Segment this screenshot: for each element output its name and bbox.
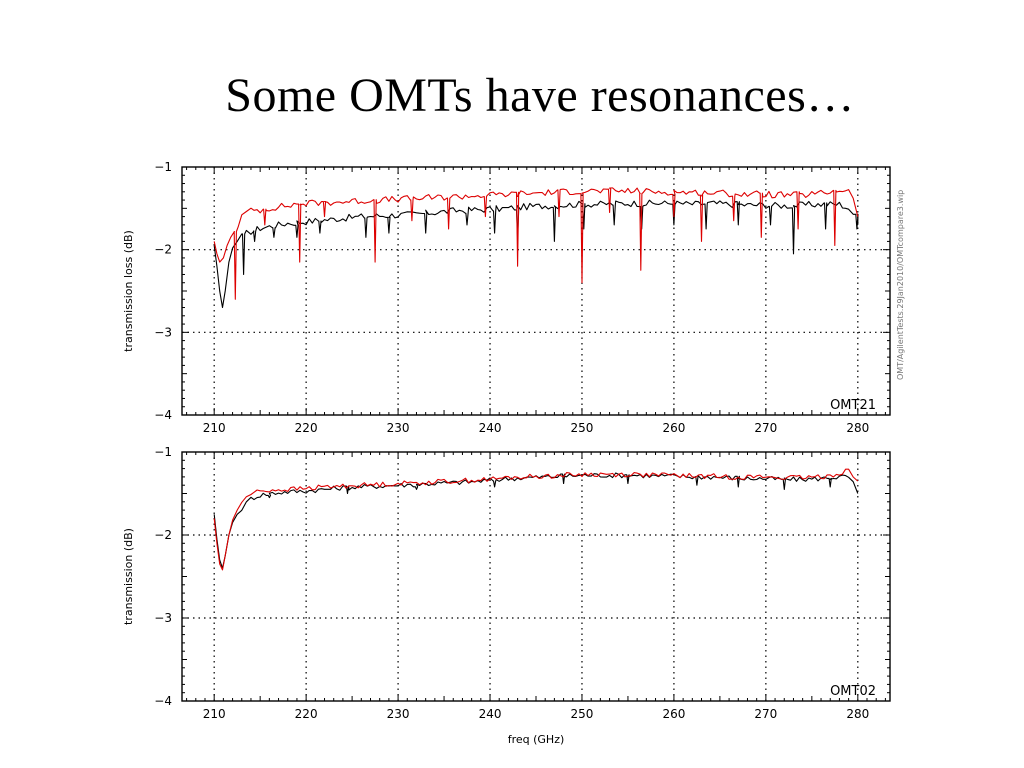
x-tick-label: 210: [203, 707, 226, 721]
series-line-black: [213, 472, 859, 569]
y-tick-label: −2: [154, 528, 172, 542]
y-tick-label: −3: [154, 325, 172, 339]
chart-panel-omt02: 210 220 230 240 250 260 270 280 −1 −2 −3 −4 OMT02 tra…: [122, 445, 891, 746]
slide-title: Some OMTs have resonances…: [225, 69, 855, 122]
x-axis-label: freq (GHz): [508, 733, 565, 746]
x-tick-label: 240: [479, 707, 502, 721]
chart-panel-omt21: 210 220 230 240 250 260 270 280 −1 −2 −3 −4 OMT21 tra…: [122, 160, 891, 435]
x-tick-label: 270: [754, 707, 777, 721]
series-line-red: [213, 468, 859, 571]
x-tick-label: 230: [387, 421, 410, 435]
file-path-note: OMT/AgilentTests.29Jan2010/OMTcompare3.w…: [896, 190, 905, 380]
panel-label: OMT02: [830, 684, 876, 699]
x-tick-label: 250: [571, 707, 594, 721]
x-tick-label: 260: [662, 421, 685, 435]
x-tick-label: 230: [387, 707, 410, 721]
y-tick-label: −1: [154, 160, 172, 174]
x-tick-label: 210: [203, 421, 226, 435]
y-tick-label: −4: [154, 408, 172, 422]
series-line-black: [213, 199, 859, 309]
x-tick-label: 270: [754, 421, 777, 435]
x-tick-label: 250: [571, 421, 594, 435]
y-axis-label: transmission (dB): [122, 528, 135, 625]
plot-frame: [181, 166, 891, 416]
x-tick-label: 220: [295, 421, 318, 435]
series-line-red: [213, 187, 859, 300]
y-tick-label: −3: [154, 611, 172, 625]
plot-frame: [181, 451, 891, 702]
x-tick-label: 280: [846, 707, 869, 721]
y-tick-label: −2: [154, 243, 172, 257]
y-tick-label: −1: [154, 445, 172, 459]
x-tick-label: 240: [479, 421, 502, 435]
x-tick-label: 260: [662, 707, 685, 721]
x-tick-label: 220: [295, 707, 318, 721]
y-tick-label: −4: [154, 694, 172, 708]
y-axis-label: transmission loss (dB): [122, 230, 135, 352]
panel-label: OMT21: [830, 398, 876, 413]
x-tick-label: 280: [846, 421, 869, 435]
